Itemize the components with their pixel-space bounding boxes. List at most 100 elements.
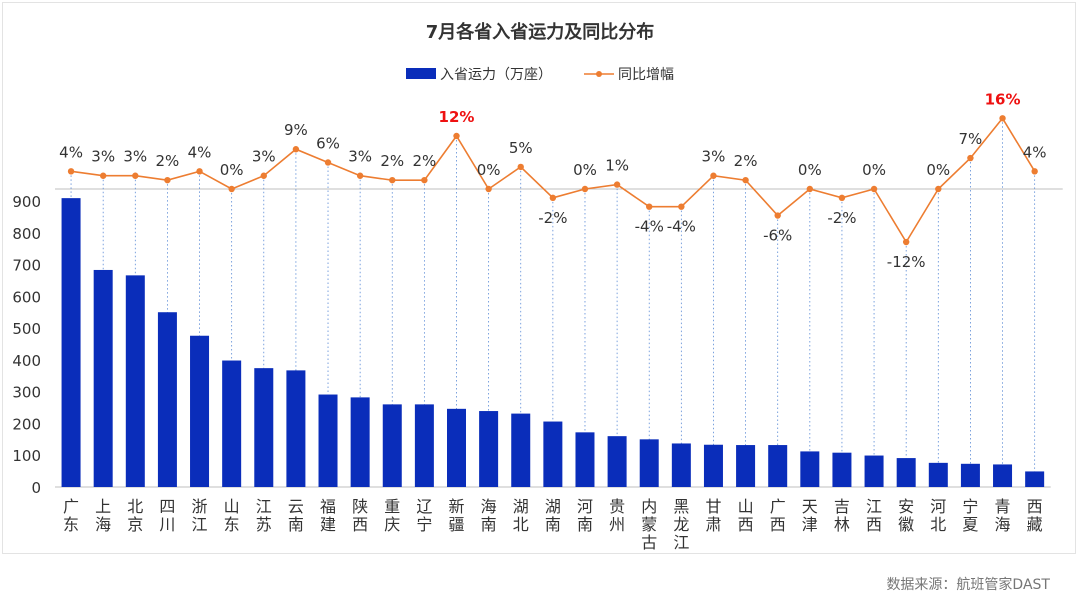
y-tick-label: 0	[31, 479, 41, 497]
y-tick-label: 200	[12, 415, 41, 433]
bar-云南	[286, 370, 306, 487]
x-tick-label-青海: 青海	[995, 497, 1011, 534]
bar-河南	[575, 432, 595, 487]
growth-point-四川	[164, 176, 171, 184]
growth-label-浙江: 4%	[188, 143, 212, 161]
y-tick-label: 300	[12, 384, 41, 402]
bar-青海	[993, 464, 1013, 487]
bar-辽宁	[414, 404, 434, 487]
bar-山西	[736, 445, 756, 487]
growth-point-山东	[228, 185, 235, 193]
growth-label-北京: 3%	[123, 148, 147, 166]
x-tick-label-湖北: 湖北	[513, 497, 529, 534]
growth-point-陕西	[356, 172, 364, 179]
bar-山东	[222, 360, 242, 487]
bar-重庆	[382, 404, 402, 487]
growth-point-辽宁	[421, 176, 428, 184]
growth-label-安徽: -12%	[887, 253, 926, 271]
x-tick-label-海南: 海南	[481, 497, 497, 534]
growth-point-甘肃	[710, 172, 717, 179]
bar-北京	[125, 275, 145, 487]
growth-point-海南	[485, 185, 492, 193]
x-tick-label-新疆: 新疆	[448, 497, 464, 534]
growth-label-山西: 2%	[734, 152, 758, 170]
x-tick-label-宁夏: 宁夏	[962, 497, 978, 534]
x-tick-label-四川: 四川	[159, 497, 175, 534]
y-tick-label: 600	[12, 288, 41, 306]
growth-point-湖北	[517, 163, 524, 171]
y-tick-label: 400	[12, 352, 41, 370]
growth-label-吉林: -2%	[827, 209, 856, 227]
growth-point-云南	[292, 146, 300, 153]
bar-安徽	[896, 458, 916, 487]
x-tick-label-陕西: 陕西	[352, 497, 368, 534]
growth-point-新疆	[453, 132, 460, 140]
growth-label-福建: 6%	[316, 134, 340, 152]
growth-label-重庆: 2%	[380, 152, 404, 170]
bar-新疆	[447, 408, 466, 487]
bar-江西	[864, 455, 884, 487]
growth-label-辽宁: 2%	[412, 152, 436, 170]
x-tick-label-安徽: 安徽	[898, 497, 914, 534]
x-tick-label-河南: 河南	[577, 497, 593, 534]
bar-广东	[61, 198, 81, 487]
bar-内蒙古	[639, 439, 659, 487]
legend: 入省运力（万座） 同比增幅	[406, 67, 674, 83]
growth-point-贵州	[613, 181, 621, 188]
x-tick-label-西藏: 西藏	[1027, 497, 1043, 534]
growth-label-江西: 0%	[862, 161, 886, 179]
bar-宁夏	[960, 463, 980, 487]
growth-point-天津	[806, 185, 814, 193]
growth-point-青海	[999, 115, 1006, 122]
bar-广西	[768, 445, 788, 487]
growth-label-河南: 0%	[573, 161, 597, 179]
x-tick-label-贵州: 贵州	[609, 497, 625, 534]
growth-point-江苏	[260, 172, 267, 179]
growth-label-内蒙古: -4%	[635, 218, 664, 236]
bar-天津	[800, 451, 820, 487]
x-tick-label-山东: 山东	[224, 497, 240, 534]
bar-吉林	[832, 452, 852, 487]
growth-point-湖南	[549, 194, 557, 202]
growth-label-山东: 0%	[220, 161, 244, 179]
growth-point-西藏	[1031, 168, 1038, 175]
growth-point-山西	[742, 176, 749, 184]
chart-frame	[2, 2, 1076, 554]
x-tick-label-江西: 江西	[866, 497, 882, 534]
growth-label-湖北: 5%	[509, 139, 533, 157]
bar-陕西	[350, 397, 370, 487]
growth-label-上海: 3%	[91, 148, 115, 166]
x-tick-label-河北: 河北	[930, 497, 946, 534]
growth-label-贵州: 1%	[605, 157, 629, 175]
x-tick-label-辽宁: 辽宁	[416, 497, 432, 534]
growth-label-湖南: -2%	[538, 209, 567, 227]
bar-黑龙江	[671, 443, 691, 487]
growth-point-吉林	[838, 194, 846, 202]
growth-point-上海	[99, 172, 107, 179]
y-tick-label: 500	[12, 320, 41, 338]
growth-line-series: 4% 3% 3% 2% 4% 0% 3% 9% 6% 3% 2% 2% 12% 0% 5% -2% 0% 1% -4…	[59, 90, 1046, 271]
x-tick-label-江苏: 江苏	[256, 497, 272, 534]
growth-label-陕西: 3%	[348, 148, 372, 166]
source-note: 数据来源：航班管家DAST	[886, 577, 1050, 593]
growth-point-内蒙古	[646, 203, 653, 210]
x-tick-label-上海: 上海	[95, 497, 111, 534]
x-tick-label-湖南: 湖南	[545, 497, 561, 534]
x-tick-label-内蒙古: 内蒙古	[641, 497, 657, 552]
growth-point-福建	[324, 159, 332, 166]
bar-四川	[157, 312, 177, 487]
growth-label-黑龙江: -4%	[667, 218, 696, 236]
x-tick-label-黑龙江: 黑龙江	[673, 497, 689, 552]
growth-label-西藏: 4%	[1023, 143, 1047, 161]
bar-甘肃	[703, 444, 723, 487]
growth-point-广西	[774, 212, 781, 219]
growth-label-甘肃: 3%	[702, 148, 726, 166]
growth-label-四川: 2%	[156, 152, 180, 170]
growth-point-浙江	[196, 168, 203, 175]
growth-point-北京	[132, 172, 139, 179]
bar-河北	[928, 462, 948, 487]
growth-point-重庆	[389, 176, 396, 184]
growth-label-新疆: 12%	[439, 108, 475, 126]
growth-label-河北: 0%	[926, 161, 950, 179]
